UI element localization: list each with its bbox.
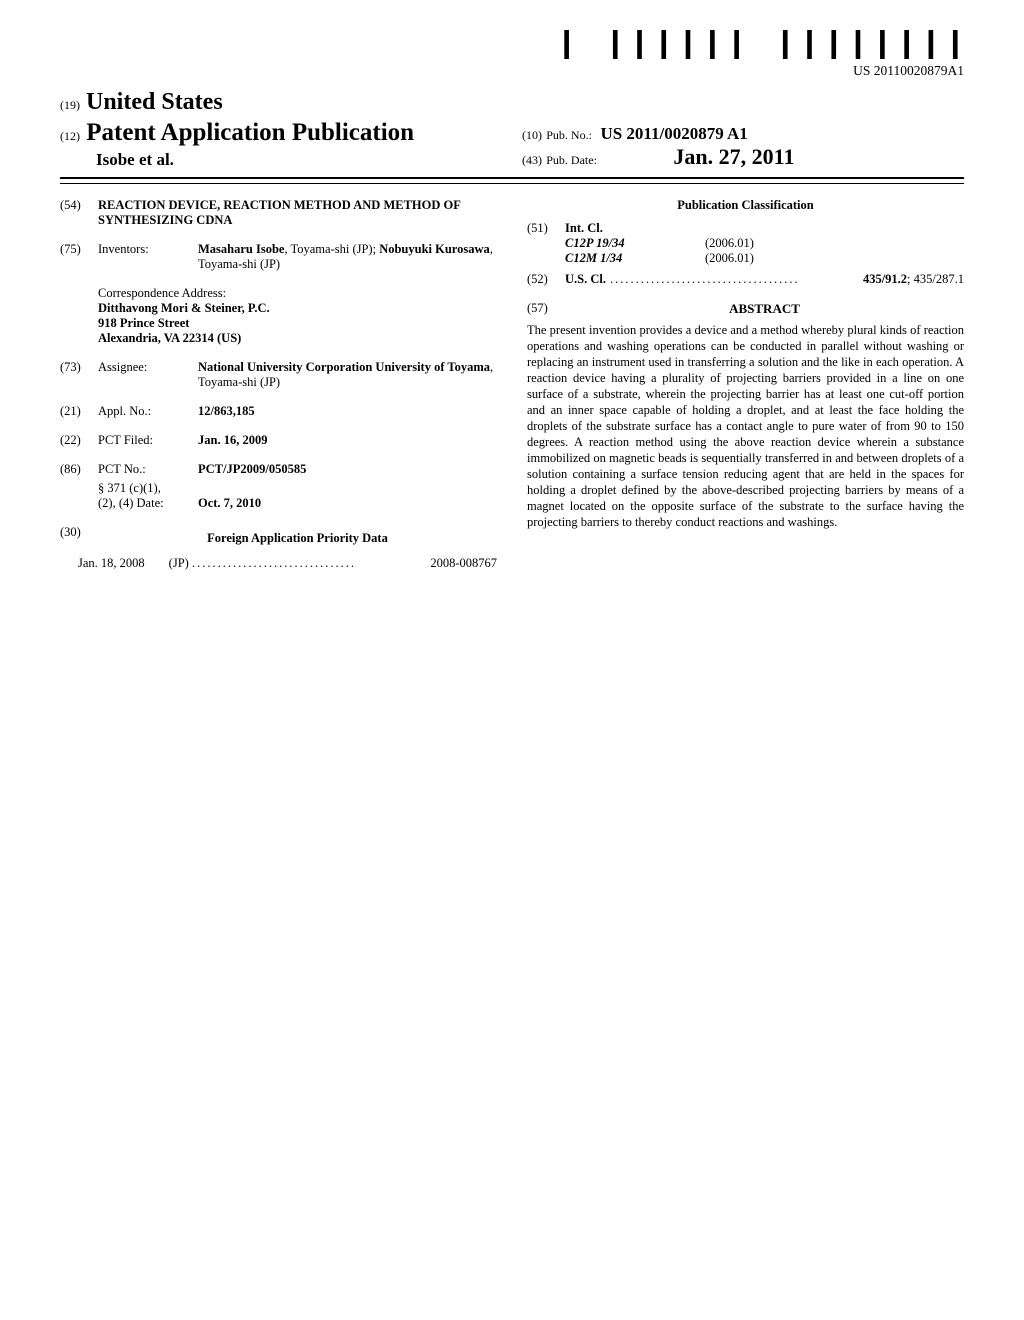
intcl-code-0: C12P 19/34 [565,236,705,251]
dots: ................................ [192,556,427,571]
pubdate-num: (43) [522,153,542,167]
foreign-app: 2008-008767 [430,556,497,571]
uscl-num: (52) [527,272,565,287]
uscl-value: 435/91.2; 435/287.1 [863,272,964,287]
intcl-label: Int. Cl. [565,221,603,235]
foreign-header-row: (30) Foreign Application Priority Data [60,525,497,556]
country: United States [86,89,223,115]
assignee-label: Assignee: [98,360,198,390]
applno-value: 12/863,185 [198,404,255,418]
title-row: (54) REACTION DEVICE, REACTION METHOD AN… [60,198,497,228]
intcl-block: (51) Int. Cl. C12P 19/34 (2006.01) C12M … [527,221,964,266]
title-num: (54) [60,198,98,228]
dots: ..................................... [610,272,859,287]
applno-num: (21) [60,404,98,419]
pctno-num: (86) [60,462,98,477]
pubno-label: Pub. No.: [546,128,592,142]
pubno-num: (10) [522,128,542,142]
publication-header: (19) United States (12) Patent Applicati… [60,88,964,179]
barcode-graphic: | |||||| |||||||| || |||||| |||| ||||| |… [554,30,964,59]
s371-label2: (2), (4) Date: [98,496,164,510]
left-column: (54) REACTION DEVICE, REACTION METHOD AN… [60,198,497,571]
s371-value: Oct. 7, 2010 [198,496,261,510]
right-column: Publication Classification (51) Int. Cl.… [527,198,964,571]
assignee-value: National University Corporation Universi… [198,360,497,390]
pctfiled-num: (22) [60,433,98,448]
pubclass-header: Publication Classification [527,198,964,213]
doc-type: Patent Application Publication [86,119,414,146]
country-num: (19) [60,98,80,112]
applno-row: (21) Appl. No.: 12/863,185 [60,404,497,419]
correspondence-block: Correspondence Address: Ditthavong Mori … [98,286,497,346]
intcl-code-1: C12M 1/34 [565,251,705,266]
pctfiled-row: (22) PCT Filed: Jan. 16, 2009 [60,433,497,448]
corr-line-1: 918 Prince Street [98,316,189,330]
intcl-year-0: (2006.01) [705,236,754,251]
abstract-body: The present invention provides a device … [527,322,964,530]
main-columns: (54) REACTION DEVICE, REACTION METHOD AN… [60,198,964,571]
foreign-date: Jan. 18, 2008 [78,556,145,571]
corr-label: Correspondence Address: [98,286,497,301]
pctno-label: PCT No.: [98,462,198,477]
pctfiled-label: PCT Filed: [98,433,198,448]
inventors-value: Masaharu Isobe, Toyama-shi (JP); Nobuyuk… [198,242,497,272]
pctfiled-value: Jan. 16, 2009 [198,433,267,447]
title-text: REACTION DEVICE, REACTION METHOD AND MET… [98,198,497,228]
pubdate-label: Pub. Date: [546,153,597,167]
s371-label: § 371 (c)(1), [98,481,161,495]
applno-label: Appl. No.: [98,404,198,419]
divider [60,183,964,184]
foreign-header: Foreign Application Priority Data [98,531,497,546]
foreign-cc: (JP) [169,556,189,571]
corr-line-2: Alexandria, VA 22314 (US) [98,331,241,345]
inventors-label: Inventors: [98,242,198,272]
s371-row: § 371 (c)(1), (2), (4) Date: Oct. 7, 201… [60,481,497,511]
barcode-block: | |||||| |||||||| || |||||| |||| ||||| |… [60,30,964,80]
barcode-caption: US 20110020879A1 [853,63,964,79]
intcl-num: (51) [527,221,565,266]
intcl-year-1: (2006.01) [705,251,754,266]
pctno-row: (86) PCT No.: PCT/JP2009/050585 [60,462,497,477]
abstract-header: ABSTRACT [565,301,964,317]
header-right: (10) Pub. No.: US 2011/0020879 A1 (43) P… [502,124,964,171]
header-left: (19) United States (12) Patent Applicati… [60,88,502,171]
assignee-row: (73) Assignee: National University Corpo… [60,360,497,390]
corr-line-0: Ditthavong Mori & Steiner, P.C. [98,301,270,315]
inventors-num: (75) [60,242,98,272]
inventors-row: (75) Inventors: Masaharu Isobe, Toyama-s… [60,242,497,272]
foreign-priority-row: Jan. 18, 2008 (JP) .....................… [78,556,497,571]
pctno-value: PCT/JP2009/050585 [198,462,306,476]
abstract-header-row: (57) ABSTRACT [527,301,964,323]
pubno: US 2011/0020879 A1 [600,124,747,143]
uscl-row: (52) U.S. Cl. ..........................… [527,272,964,287]
assignee-num: (73) [60,360,98,390]
uscl-label: U.S. Cl. [565,272,606,286]
abstract-num: (57) [527,301,565,323]
doc-num: (12) [60,129,80,143]
foreign-num: (30) [60,525,98,556]
pubdate: Jan. 27, 2011 [673,144,794,169]
authors: Isobe et al. [60,150,502,170]
